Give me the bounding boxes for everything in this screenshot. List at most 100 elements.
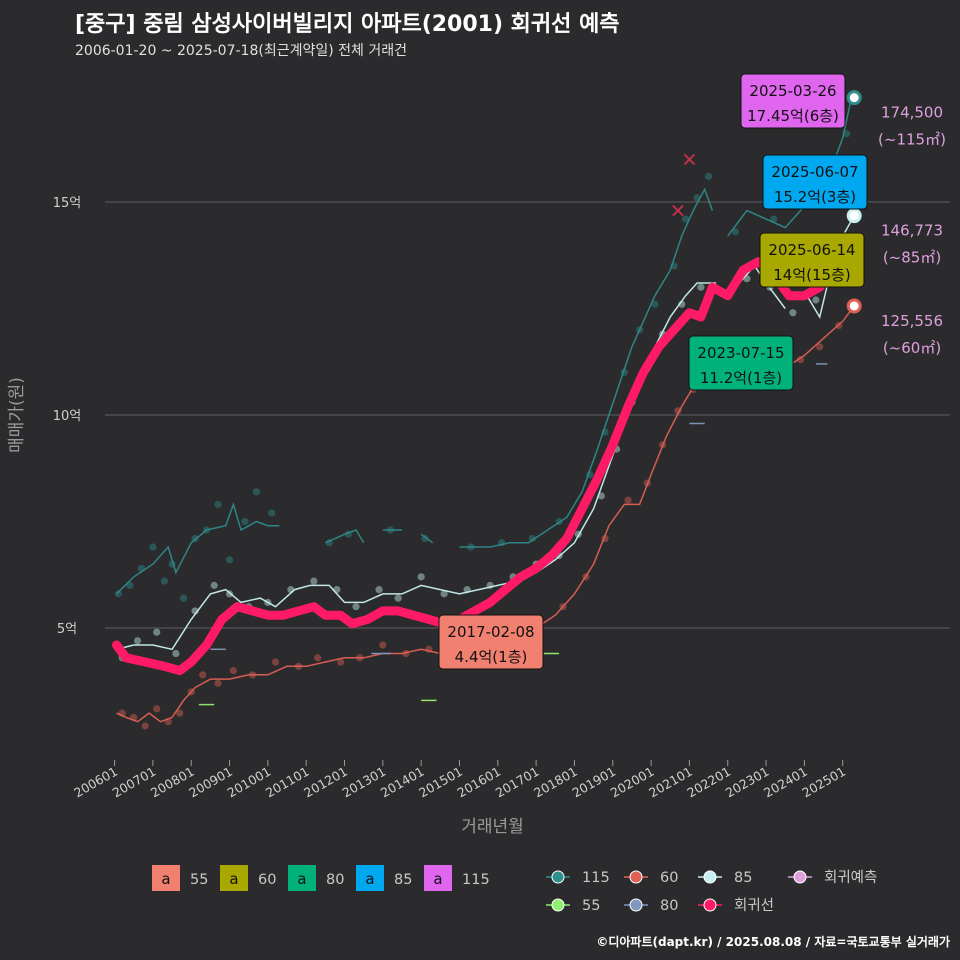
endpoint-marker-s85 (846, 208, 862, 224)
y-tick-label: 10억 (53, 409, 82, 424)
legend-line-dot (551, 898, 565, 912)
annotation-date: 2025-03-26 (749, 82, 836, 100)
scatter-point-s85 (812, 296, 820, 304)
legend-label: 80 (326, 872, 344, 888)
series-line-115 (727, 97, 853, 237)
annotation-box (762, 154, 868, 210)
scatter-point-s85 (789, 309, 797, 317)
cross-marker (683, 153, 696, 166)
scatter-point-s60 (271, 658, 280, 666)
legend-label: 85 (734, 870, 752, 886)
scatter-point-s115 (528, 534, 536, 543)
scatter-point-s115 (268, 509, 276, 517)
scatter-point-s85 (210, 581, 218, 589)
legend-swatch-char: a (365, 870, 374, 888)
scatter-point-s85 (310, 577, 318, 585)
legend-swatch (424, 865, 452, 891)
scatter-point-s115 (681, 215, 690, 223)
scatter-point-s60 (141, 722, 149, 730)
scatter-point-s115 (114, 590, 123, 598)
legend-swatch (356, 865, 384, 891)
scatter-point-s115 (126, 581, 134, 589)
annotation-box (438, 614, 544, 670)
scatter-point-s85 (697, 283, 705, 291)
scatter-point-s60 (379, 641, 387, 649)
legend-label: 55 (190, 872, 208, 888)
legend-line-dot (703, 898, 717, 912)
series-line-115 (115, 502, 280, 595)
scatter-point-s85 (417, 573, 425, 581)
legend-line-item: 55 (546, 898, 600, 914)
legend-swatch-char: a (229, 870, 238, 888)
annotation-price: 15.2억(3층) (774, 188, 856, 206)
annotation-price: 17.45억(6층) (747, 107, 839, 125)
scatter-point-s115 (160, 577, 168, 585)
scatter-point-s85 (153, 628, 161, 636)
legend-line-dot (629, 898, 643, 912)
legend-swatch (220, 865, 248, 891)
scatter-point-s60 (176, 709, 184, 717)
legend-swatch-char: a (297, 870, 306, 888)
scatter-point-s115 (252, 488, 260, 496)
scatter-point-s85 (375, 586, 383, 594)
series-line-115 (420, 533, 434, 544)
legend-line-item: 80 (624, 898, 678, 914)
forecast-value-label: 125,556 (881, 312, 943, 330)
legend-line-dot (703, 870, 717, 884)
legend-line-dot (793, 870, 807, 884)
scatter-point-s60 (314, 654, 322, 662)
chart-subtitle: 2006-01-20 ~ 2025-07-18(최근계약일) 전체 거래건 (75, 43, 407, 59)
cross-marker (672, 204, 684, 217)
forecast-area-label: (~115㎡) (878, 131, 946, 149)
series-line-115 (325, 529, 365, 544)
scatter-point-s115 (651, 300, 659, 308)
legend-label: 회귀선 (734, 897, 774, 914)
legend-label: 80 (660, 898, 678, 914)
forecast-value-label: 146,773 (881, 222, 943, 240)
legend-swatch (288, 865, 316, 891)
legend-label: 85 (394, 872, 412, 888)
legend-label: 회귀예측 (824, 869, 877, 886)
annotation-price: 11.2억(1층) (700, 369, 782, 387)
scatter-point-s60 (337, 658, 345, 666)
legend-line-dot (629, 870, 643, 884)
legend-swatch-char: a (161, 870, 170, 888)
legend-fill-item: a 85 (356, 865, 412, 891)
regression-line (112, 248, 859, 676)
legend-line-item: 회귀선 (698, 897, 774, 914)
legend-line-item: 60 (624, 870, 678, 886)
legend-line-item: 85 (698, 870, 752, 886)
legend-fill-item: a 55 (152, 865, 208, 891)
legend-line-item: 회귀예측 (788, 869, 877, 886)
scatter-point-s85 (440, 590, 448, 598)
scatter-point-s85 (394, 594, 402, 602)
scatter-point-s115 (225, 556, 234, 564)
legend-label: 55 (582, 898, 600, 914)
legend-fill-item: a 115 (424, 865, 490, 891)
scatter-point-s85 (352, 603, 360, 611)
series-line-115 (459, 187, 714, 548)
forecast-area-label: (~60㎡) (883, 339, 941, 357)
x-axis-title: 거래년월 (461, 817, 524, 837)
endpoint-marker-s60 (846, 298, 862, 314)
scatter-point-s115 (731, 228, 739, 236)
scatter-point-s60 (796, 356, 805, 364)
scatter-point-s60 (229, 666, 237, 675)
annotation-label: 2025-06-14 14억(15층) (759, 232, 865, 288)
forecast-area-label: (~85㎡) (883, 249, 941, 267)
annotation-label: 2025-06-07 15.2억(3층) (762, 154, 868, 210)
x-tick-label: 202501 (799, 764, 848, 801)
legend-label: 60 (660, 870, 678, 886)
y-tick-label: 5억 (57, 622, 77, 637)
scatter-point-s115 (704, 172, 713, 181)
scatter-point-s115 (241, 517, 249, 526)
annotation-price: 14억(15층) (773, 266, 850, 284)
chart-caption: ©디아파트(dapt.kr) / 2025.08.08 / 자료=국토교통부 실… (596, 935, 950, 949)
scatter-point-s115 (214, 500, 222, 509)
annotation-price: 4.4억(1층) (455, 648, 528, 666)
scatter-point-s115 (421, 534, 429, 543)
legend-fill-item: a 60 (220, 865, 276, 891)
chart-title: [중구] 중림 삼성사이버빌리지 아파트(2001) 회귀선 예측 (75, 12, 620, 37)
scatter-point-s60 (816, 343, 824, 351)
legend-line-item: 115 (546, 870, 610, 886)
